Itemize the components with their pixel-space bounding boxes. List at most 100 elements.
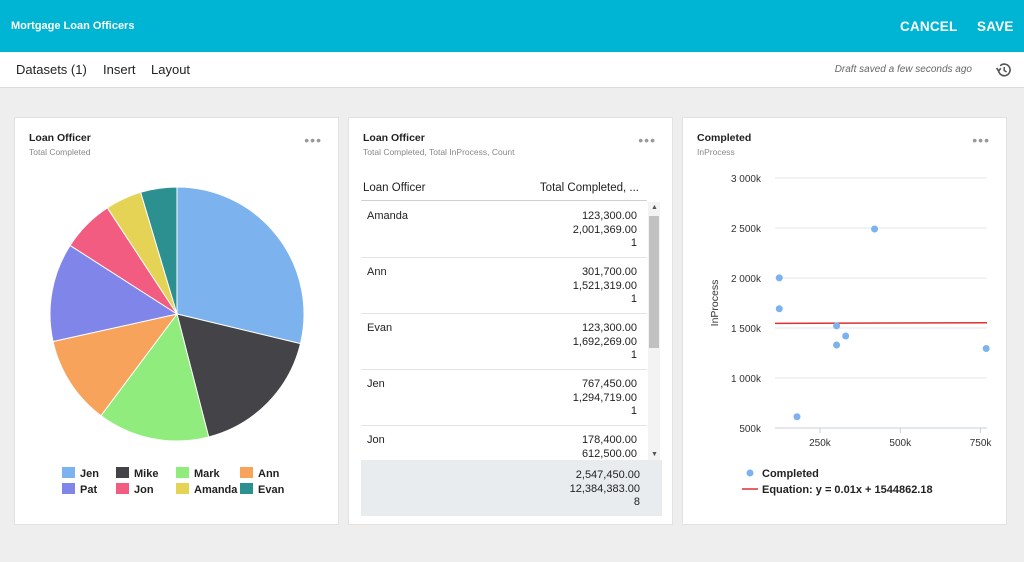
- app-header: Mortgage Loan Officers CANCEL SAVE: [0, 0, 1024, 52]
- scroll-down-arrow-icon[interactable]: ▼: [651, 451, 658, 458]
- totals-values: 2,547,450.00 12,384,383.00 8: [570, 469, 640, 510]
- table-totals-row: 2,547,450.00 12,384,383.00 8: [361, 460, 662, 516]
- pie-chart: Jen Mike Mark Ann Pat Jon Amanda Evan: [49, 186, 305, 496]
- legend-marker-completed: [746, 469, 754, 477]
- legend-swatch-ann: [240, 467, 253, 478]
- table-row[interactable]: Jen 767,450.00 1,294,719.00 1: [361, 370, 647, 426]
- cancel-button[interactable]: CANCEL: [900, 19, 958, 34]
- legend-label-jon: Jon: [134, 484, 154, 496]
- pie-card-title: Loan Officer: [29, 132, 91, 144]
- save-button[interactable]: SAVE: [977, 19, 1014, 34]
- row-name: Jon: [367, 434, 385, 446]
- x-tick-label: 750k: [970, 438, 993, 449]
- legend-swatch-pat: [62, 483, 75, 494]
- pie-slice-jen: [176, 186, 305, 345]
- pie-card-menu-icon[interactable]: •••: [304, 132, 322, 148]
- pie-chart-card: Loan Officer Total Completed ••• Jen Mike…: [14, 117, 339, 525]
- table-card-subtitle: Total Completed, Total InProcess, Count: [363, 147, 515, 157]
- row-name: Ann: [367, 266, 387, 278]
- legend-swatch-evan: [240, 483, 253, 494]
- legend-label-completed: Completed: [762, 468, 819, 480]
- row-name: Jen: [367, 378, 385, 390]
- column-header-loan-officer[interactable]: Loan Officer: [363, 182, 426, 194]
- row-completed: 123,300.00: [581, 322, 637, 334]
- row-values: 178,400.00 612,500.00: [582, 434, 637, 460]
- row-inprocess: 1,692,269.00: [572, 335, 637, 348]
- y-tick-label: 500k: [739, 424, 762, 435]
- legend-label-pat: Pat: [80, 484, 97, 496]
- scatter-chart: 500k 1 000k 1 500k 2 000k 2 500k 3 000k 250k 50…: [709, 174, 993, 496]
- scatter-card-subtitle: InProcess: [697, 147, 735, 157]
- table-row[interactable]: Ann 301,700.00 1,521,319.00 1: [361, 258, 647, 314]
- y-tick-label: 2 000k: [731, 274, 762, 285]
- draft-status: Draft saved a few seconds ago: [834, 64, 972, 75]
- trendline: [774, 321, 988, 325]
- legend-swatch-mike: [116, 467, 129, 478]
- row-name: Amanda: [367, 210, 408, 222]
- row-values: 123,300.00 1,692,269.00 1: [573, 322, 637, 363]
- row-completed: 767,450.00: [581, 378, 637, 390]
- y-tick-label: 3 000k: [731, 174, 762, 185]
- scatter-card-menu-icon[interactable]: •••: [972, 132, 990, 148]
- legend-label-trendline: Equation: y = 0.01x + 1544862.18: [762, 484, 933, 496]
- history-icon[interactable]: [994, 60, 1014, 80]
- row-completed: 178,400.00: [581, 434, 637, 446]
- y-tick-label: 1 000k: [731, 374, 762, 385]
- legend-swatch-jen: [62, 467, 75, 478]
- menu-layout[interactable]: Layout: [151, 62, 191, 77]
- scatter-point: [982, 345, 990, 353]
- table-header: Loan Officer Total Completed, ...: [361, 173, 647, 201]
- legend-label-amanda: Amanda: [194, 484, 238, 496]
- row-values: 767,450.00 1,294,719.00 1: [573, 378, 637, 419]
- legend-label-mark: Mark: [194, 468, 221, 480]
- row-count: 1: [630, 237, 637, 249]
- table-card-menu-icon[interactable]: •••: [638, 132, 656, 148]
- y-tick-label: 1 500k: [731, 324, 762, 335]
- scroll-up-arrow-icon[interactable]: ▲: [651, 204, 658, 211]
- total-count: 8: [633, 496, 640, 508]
- pie-slice-pat: [49, 244, 179, 343]
- legend-label-mike: Mike: [134, 468, 158, 480]
- pie-card-subtitle: Total Completed: [29, 147, 91, 157]
- table-body: Amanda 123,300.00 2,001,369.00 1 Ann 301…: [361, 202, 647, 460]
- x-tick-label: 500k: [889, 438, 912, 449]
- table-row[interactable]: Jon 178,400.00 612,500.00: [361, 426, 647, 460]
- scatter-point: [842, 332, 850, 340]
- scatter-chart-card: Completed InProcess ••• 500k 1 000k 1 500k…: [682, 117, 1007, 525]
- table-scrollbar[interactable]: ▲ ▼: [648, 202, 660, 460]
- row-inprocess: 612,500.00: [581, 447, 637, 460]
- row-inprocess: 1,521,319.00: [572, 279, 637, 292]
- pie-slice-ann: [52, 313, 179, 417]
- scatter-point: [871, 225, 879, 233]
- column-header-total-completed[interactable]: Total Completed, ...: [539, 182, 639, 194]
- pie-slice-mike: [176, 313, 302, 438]
- y-axis-label: InProcess: [709, 280, 721, 327]
- row-count: 1: [630, 293, 637, 305]
- menu-insert[interactable]: Insert: [103, 62, 136, 77]
- app-title: Mortgage Loan Officers: [11, 20, 135, 32]
- scatter-point: [775, 305, 783, 313]
- table-row[interactable]: Evan 123,300.00 1,692,269.00 1: [361, 314, 647, 370]
- scatter-point: [833, 322, 841, 330]
- row-values: 123,300.00 2,001,369.00 1: [573, 210, 637, 251]
- table-card-title: Loan Officer: [363, 132, 425, 144]
- row-count: 1: [630, 405, 637, 417]
- legend-swatch-jon: [116, 483, 129, 494]
- legend-swatch-mark: [176, 467, 189, 478]
- scatter-point: [833, 341, 841, 349]
- row-inprocess: 1,294,719.00: [572, 391, 637, 404]
- row-name: Evan: [367, 322, 393, 334]
- menu-datasets[interactable]: Datasets (1): [16, 62, 87, 77]
- total-inprocess: 12,384,383.00: [569, 482, 640, 495]
- table-row[interactable]: Amanda 123,300.00 2,001,369.00 1: [361, 202, 647, 258]
- legend-label-evan: Evan: [258, 484, 285, 496]
- row-completed: 123,300.00: [581, 210, 637, 222]
- pie-slice-mark: [100, 312, 210, 442]
- table-card: Loan Officer Total Completed, Total InPr…: [348, 117, 673, 525]
- scrollbar-thumb[interactable]: [649, 216, 659, 348]
- pie-slice-evan: [140, 186, 178, 315]
- legend-label-ann: Ann: [258, 468, 280, 480]
- row-values: 301,700.00 1,521,319.00 1: [573, 266, 637, 307]
- legend-label-jen: Jen: [80, 468, 99, 480]
- total-completed: 2,547,450.00: [575, 469, 640, 481]
